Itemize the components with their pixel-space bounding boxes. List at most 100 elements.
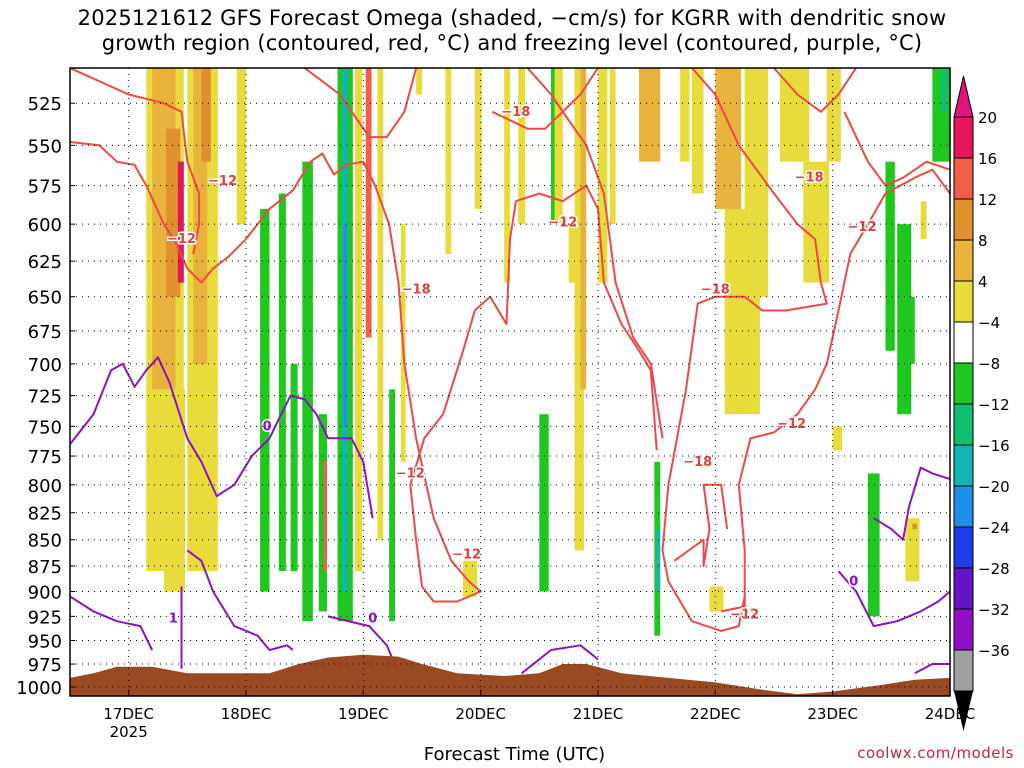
contour-label: −12 bbox=[396, 466, 425, 481]
plot-area: −18−12−12−12−18−12−18 −18−12−18−12−12−120… bbox=[70, 68, 950, 696]
omega-shade-down_4 bbox=[867, 473, 880, 617]
colorbar-label: −20 bbox=[978, 478, 1010, 496]
colorbar-label: −24 bbox=[978, 519, 1010, 537]
dgz-contour-line bbox=[773, 68, 857, 113]
colorbar-label: −32 bbox=[978, 601, 1010, 619]
omega-shade-up_16 bbox=[323, 461, 327, 572]
omega-shade-up_4 bbox=[691, 68, 704, 194]
omega-shade-down_4 bbox=[302, 161, 313, 622]
omega-shade-down_4 bbox=[897, 224, 912, 415]
colorbar-label: −4 bbox=[978, 314, 1000, 332]
omega-shade-up_4 bbox=[463, 560, 478, 597]
y-tick-label: 675 bbox=[28, 322, 62, 343]
colorbar-segment bbox=[953, 608, 974, 651]
omega-shade-up_20 bbox=[177, 161, 184, 283]
source-credit: coolwx.com/models bbox=[857, 744, 1014, 762]
colorbar-label: 16 bbox=[978, 150, 997, 168]
colorbar-label: −28 bbox=[978, 560, 1010, 578]
omega-shade-up_4 bbox=[504, 68, 510, 283]
x-tick-label: 19DEC bbox=[338, 705, 389, 723]
omega-shade-down_12 bbox=[656, 529, 661, 592]
omega-shade-up_8 bbox=[639, 68, 661, 162]
freezing-level-contour bbox=[70, 595, 153, 651]
colorbar-segment bbox=[953, 321, 974, 364]
y-tick-label: 975 bbox=[28, 655, 62, 676]
x-tick-label: 20DEC bbox=[455, 705, 506, 723]
dgz-contour-line bbox=[720, 168, 950, 613]
omega-shade-up_4 bbox=[377, 68, 384, 540]
omega-shade-up_16 bbox=[365, 68, 372, 338]
colorbar-segment bbox=[953, 526, 974, 569]
x-tick-label: 18DEC bbox=[221, 705, 272, 723]
omega-shade-up_4 bbox=[680, 68, 690, 162]
colorbar-top-triangle bbox=[953, 75, 974, 118]
freezing-level-contour bbox=[914, 663, 950, 675]
x-tick-label: 17DEC bbox=[103, 705, 154, 723]
x-tick-label: 21DEC bbox=[573, 705, 624, 723]
colorbar-segment bbox=[953, 485, 974, 528]
omega-shade-up_4 bbox=[744, 68, 769, 297]
omega-shade-up_12 bbox=[201, 68, 211, 162]
omega-shade-up_12 bbox=[166, 128, 181, 297]
y-tick-label: 725 bbox=[28, 387, 62, 408]
contour-label: −12 bbox=[452, 548, 481, 563]
colorbar-label: −16 bbox=[978, 437, 1010, 455]
contour-label: −18 bbox=[795, 171, 824, 186]
dgz-contour-line bbox=[70, 68, 201, 255]
contour-label: −12 bbox=[848, 220, 877, 235]
omega-shade-up_4 bbox=[920, 201, 927, 240]
contour-label: 0 bbox=[849, 574, 858, 589]
omega-shade-down_4 bbox=[290, 363, 298, 572]
colorbar-label: −36 bbox=[978, 642, 1010, 660]
omega-shade-down_4 bbox=[551, 68, 555, 225]
plot-frame bbox=[69, 67, 951, 697]
contour-label: −18 bbox=[501, 105, 530, 120]
x-axis-label: Forecast Time (UTC) bbox=[423, 744, 606, 765]
y-tick-label: 625 bbox=[28, 252, 62, 273]
y-tick-label: 900 bbox=[28, 583, 62, 604]
omega-shade-up_4 bbox=[518, 68, 526, 225]
freezing-level-contour bbox=[186, 549, 294, 651]
omega-shade-up_4 bbox=[445, 68, 452, 254]
freezing-level-contour bbox=[70, 356, 374, 519]
omega-shade-up_4 bbox=[832, 426, 843, 451]
dgz-contour-line bbox=[304, 68, 418, 139]
contour-label: −18 bbox=[683, 455, 712, 470]
omega-shade-up_4 bbox=[826, 68, 841, 162]
colorbar-segment bbox=[953, 567, 974, 610]
omega-shade-up_4 bbox=[551, 68, 563, 225]
y-tick-label: 550 bbox=[28, 136, 62, 157]
contour-label: −12 bbox=[208, 174, 237, 189]
freezing-level-contour bbox=[873, 466, 950, 541]
freezing-level-contour bbox=[521, 644, 599, 675]
colorbar-label: −12 bbox=[978, 396, 1010, 414]
omega-shade-down_4 bbox=[389, 389, 396, 622]
omega-shade-up_8 bbox=[580, 68, 587, 390]
colorbar-label: 12 bbox=[978, 191, 997, 209]
colorbar-segment bbox=[953, 403, 974, 446]
colorbar-label: 4 bbox=[978, 273, 988, 291]
omega-shade-down_8 bbox=[940, 68, 948, 112]
omega-shade-up_4 bbox=[568, 224, 576, 283]
omega-shade-up_12 bbox=[912, 523, 918, 530]
colorbar-segment bbox=[953, 444, 974, 487]
omega-shade-up_4 bbox=[598, 68, 608, 283]
y-tick-label: 600 bbox=[28, 215, 62, 236]
colorbar-bottom-triangle bbox=[954, 691, 973, 731]
dgz-contour-line bbox=[843, 111, 950, 187]
contour-label: −12 bbox=[548, 216, 577, 231]
dgz-contour-line bbox=[661, 68, 828, 632]
y-tick-label: 750 bbox=[28, 417, 62, 438]
x-tick-label: 22DEC bbox=[690, 705, 741, 723]
omega-shade-up_4 bbox=[163, 389, 185, 592]
dgz-contour-line bbox=[491, 68, 599, 130]
omega-shade-down_4 bbox=[908, 296, 915, 364]
colorbar-label: −8 bbox=[978, 355, 1000, 373]
colorbar-segment bbox=[953, 198, 974, 241]
y-tick-label: 775 bbox=[28, 447, 62, 468]
omega-shade-down_4 bbox=[260, 208, 270, 592]
contour-label: 0 bbox=[368, 611, 377, 626]
omega-shade-up_4 bbox=[709, 586, 724, 612]
omega-shade-up_4 bbox=[609, 68, 616, 225]
y-tick-label: 525 bbox=[28, 94, 62, 115]
